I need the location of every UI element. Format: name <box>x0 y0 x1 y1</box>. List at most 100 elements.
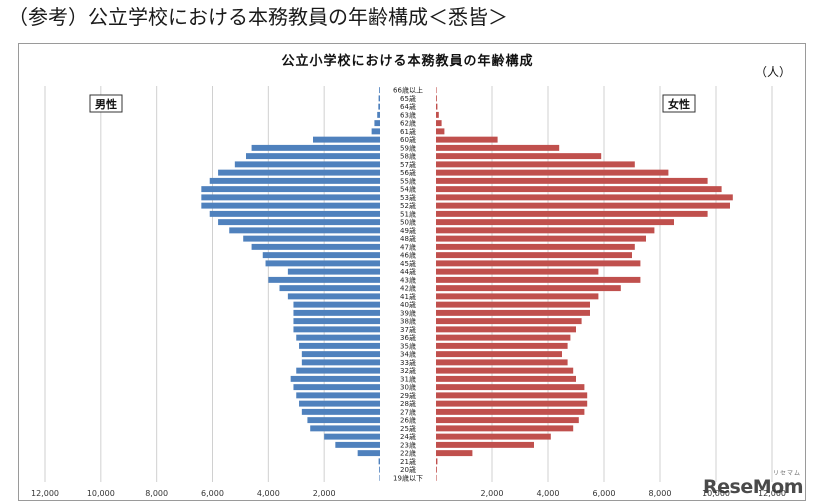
bar-female <box>436 466 437 473</box>
age-label: 51歳 <box>400 209 416 218</box>
bar-female <box>436 136 498 143</box>
bar-male <box>229 227 380 234</box>
age-label: 22歳 <box>400 449 416 458</box>
bar-male <box>246 153 380 160</box>
legend-male: 男性 <box>95 97 117 111</box>
bar-male <box>293 309 380 316</box>
x-tick-label-left: 8,000 <box>145 489 168 498</box>
x-tick-label-left: 12,000 <box>31 489 59 498</box>
bar-male <box>218 169 380 176</box>
age-label: 27歳 <box>400 407 416 416</box>
age-label: 60歳 <box>400 135 416 144</box>
age-label: 42歳 <box>400 284 416 293</box>
bar-male <box>379 474 380 481</box>
x-tick-label-right: 2,000 <box>481 489 504 498</box>
bar-male <box>201 194 380 201</box>
age-label: 21歳 <box>400 457 416 466</box>
x-tick-label-left: 4,000 <box>257 489 280 498</box>
bar-male <box>251 144 380 151</box>
bar-male <box>301 408 380 415</box>
bar-male <box>201 202 380 209</box>
bar-female <box>436 293 599 300</box>
bar-female <box>436 276 641 283</box>
bar-male <box>209 210 380 217</box>
age-label: 58歳 <box>400 152 416 161</box>
age-label: 41歳 <box>400 292 416 301</box>
bar-female <box>436 268 599 275</box>
bar-female <box>436 367 574 374</box>
watermark-text: ReseMom <box>703 476 803 498</box>
bar-male <box>377 111 380 118</box>
age-label: 24歳 <box>400 432 416 441</box>
bar-female <box>436 301 590 308</box>
age-label: 26歳 <box>400 416 416 425</box>
age-label: 47歳 <box>400 242 416 251</box>
bar-male <box>234 161 380 168</box>
bar-male <box>201 186 380 193</box>
bar-female <box>436 351 562 358</box>
bar-female <box>436 252 632 259</box>
x-tick-label-right: 4,000 <box>537 489 560 498</box>
bar-male <box>296 334 380 341</box>
age-label: 63歳 <box>400 110 416 119</box>
bar-female <box>436 441 534 448</box>
age-label: 32歳 <box>400 366 416 375</box>
age-label: 38歳 <box>400 317 416 326</box>
page-heading: （参考）公立学校における本務教員の年齢構成＜悉皆＞ <box>8 5 508 29</box>
bar-female <box>436 309 590 316</box>
age-label: 65歳 <box>400 94 416 103</box>
bar-male <box>301 359 380 366</box>
age-label: 40歳 <box>400 300 416 309</box>
bar-male <box>279 285 380 292</box>
bar-female <box>436 202 730 209</box>
bar-male <box>293 301 380 308</box>
bar-female <box>436 95 437 102</box>
bar-female <box>436 474 437 481</box>
bar-female <box>436 342 568 349</box>
bar-female <box>436 169 669 176</box>
bar-male <box>301 351 380 358</box>
legend-female: 女性 <box>668 97 690 111</box>
bar-female <box>436 260 641 267</box>
age-label: 53歳 <box>400 193 416 202</box>
age-label: 59歳 <box>400 143 416 152</box>
bar-male <box>310 425 380 432</box>
bar-female <box>436 450 473 457</box>
bar-female <box>436 417 579 424</box>
age-label: 31歳 <box>400 374 416 383</box>
age-label: 55歳 <box>400 176 416 185</box>
bar-male <box>293 384 380 391</box>
bar-female <box>436 243 635 250</box>
bar-male <box>290 375 380 382</box>
bar-female <box>436 408 585 415</box>
bar-male <box>374 120 380 127</box>
x-tick-label-right: 6,000 <box>593 489 616 498</box>
age-label: 44歳 <box>400 267 416 276</box>
bar-female <box>436 194 733 201</box>
bar-female <box>436 177 708 184</box>
age-label: 33歳 <box>400 358 416 367</box>
bar-female <box>436 384 585 391</box>
bar-female <box>436 227 655 234</box>
bar-male <box>379 87 380 94</box>
bar-female <box>436 285 621 292</box>
age-label: 37歳 <box>400 325 416 334</box>
bar-female <box>436 128 445 135</box>
bar-female <box>436 392 588 399</box>
bar-female <box>436 219 674 226</box>
bar-female <box>436 186 722 193</box>
legend-female-box <box>662 94 696 113</box>
bar-male <box>265 260 380 267</box>
bar-female <box>436 120 442 127</box>
age-label: 61歳 <box>400 127 416 136</box>
x-tick-label-left: 6,000 <box>201 489 224 498</box>
bar-female <box>436 433 551 440</box>
bar-female <box>436 334 571 341</box>
bar-male <box>313 136 380 143</box>
age-label: 52歳 <box>400 201 416 210</box>
x-tick-label-left: 2,000 <box>313 489 336 498</box>
age-label: 35歳 <box>400 341 416 350</box>
bar-female <box>436 153 602 160</box>
chart-frame <box>18 43 806 501</box>
